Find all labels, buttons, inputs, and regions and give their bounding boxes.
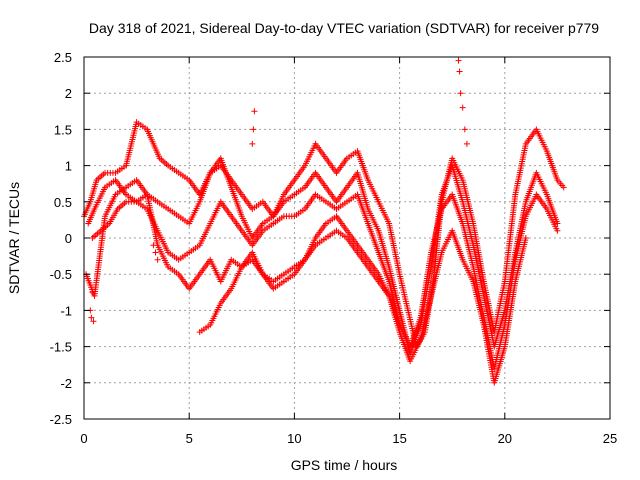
- x-axis-ticks: 0 5 10 15 20 25: [80, 57, 617, 446]
- y-tick-label: -2.5: [50, 412, 72, 427]
- y-axis-label: SDTVAR / TECUs: [6, 182, 22, 294]
- data-point-track-a: [560, 184, 567, 191]
- data-point-isolated: [461, 126, 468, 133]
- x-tick-label: 0: [80, 431, 87, 446]
- y-tick-label: -1: [60, 303, 72, 318]
- data-point-isolated: [154, 256, 161, 263]
- y-tick-label: 2.5: [54, 50, 72, 65]
- plot-frame: [83, 56, 611, 420]
- x-tick-label: 5: [186, 431, 193, 446]
- grid-lines: [84, 57, 610, 419]
- data-point-isolated: [456, 68, 463, 75]
- chart-title: Day 318 of 2021, Sidereal Day-to-day VTE…: [89, 20, 599, 36]
- y-tick-label: 1: [65, 159, 72, 174]
- data-point-isolated: [90, 318, 97, 325]
- y-tick-label: -0.5: [50, 267, 72, 282]
- x-tick-label: 20: [498, 431, 512, 446]
- data-point-isolated: [89, 289, 96, 296]
- data-point-isolated: [455, 57, 462, 64]
- y-tick-label: -1.5: [50, 340, 72, 355]
- y-tick-label: -2: [60, 376, 72, 391]
- data-point-track-d: [522, 235, 529, 241]
- y-tick-label: 1.5: [54, 122, 72, 137]
- data-point-isolated: [88, 314, 95, 321]
- data-point-isolated: [152, 249, 159, 256]
- data-point-track-e: [396, 321, 403, 328]
- data-points: [81, 57, 567, 386]
- y-tick-label: 0: [65, 231, 72, 246]
- y-tick-label: 2: [65, 86, 72, 101]
- x-axis-label: GPS time / hours: [291, 457, 398, 473]
- data-point-isolated: [251, 108, 258, 115]
- x-tick-label: 10: [287, 431, 301, 446]
- data-point-track-c: [554, 227, 561, 234]
- data-point-isolated: [463, 140, 470, 147]
- data-point-isolated: [457, 90, 464, 97]
- data-point-isolated: [250, 126, 257, 133]
- y-tick-label: 0.5: [54, 195, 72, 210]
- x-tick-label: 25: [603, 431, 617, 446]
- data-point-isolated: [249, 140, 256, 147]
- x-tick-label: 15: [392, 431, 406, 446]
- y-axis-ticks: -2.5 -2 -1.5 -1 -0.5 0 0.5 1 1.5 2 2.5: [50, 50, 610, 427]
- data-point-isolated: [459, 104, 466, 111]
- data-point-isolated: [150, 242, 157, 249]
